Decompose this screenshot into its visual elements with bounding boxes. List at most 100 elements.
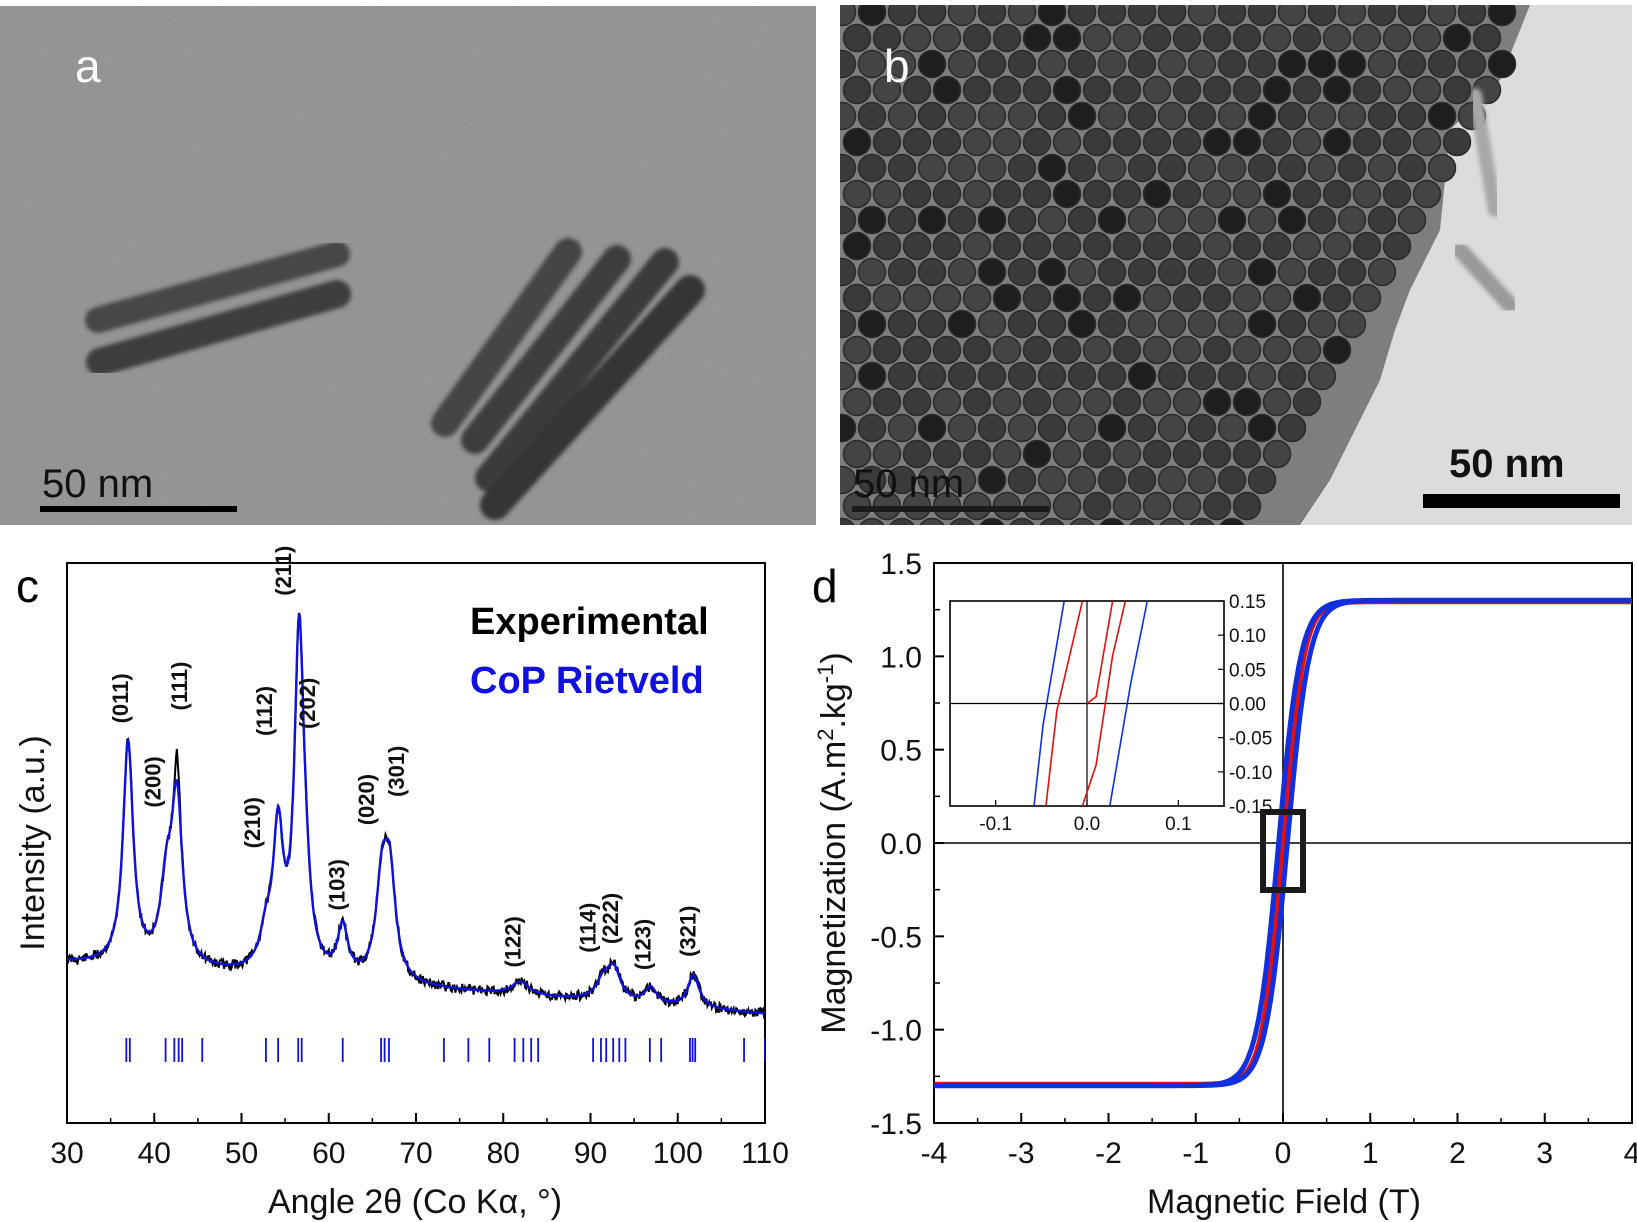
nanoparticle <box>840 465 857 495</box>
nanoparticle <box>977 361 1007 391</box>
nanoparticle <box>917 49 947 79</box>
peak-label: (103) <box>325 859 350 910</box>
peak-label: (321) <box>675 906 700 957</box>
stray-rod-2 <box>1468 88 1502 217</box>
nanoparticle <box>1277 205 1307 235</box>
nanoparticle <box>1307 205 1337 235</box>
nanoparticle <box>887 49 917 79</box>
inset-y-tick-label: -0.15 <box>1229 797 1272 818</box>
nanoparticle <box>1097 309 1127 339</box>
nanoparticle <box>962 127 992 157</box>
nanoparticle <box>842 439 872 469</box>
nanoparticle <box>1337 205 1367 235</box>
nanoparticle <box>1037 309 1067 339</box>
nanoparticle <box>1262 179 1292 209</box>
nanoparticle <box>1262 75 1292 105</box>
nanoparticle <box>1099 517 1125 525</box>
inset-loop-line <box>1086 601 1114 705</box>
nanoparticle <box>1232 75 1262 105</box>
nanoparticle <box>992 179 1022 209</box>
nanoparticle <box>1007 205 1037 235</box>
nanoparticle <box>1157 465 1187 495</box>
nanoparticle <box>1442 23 1472 53</box>
nanoparticle <box>840 205 857 235</box>
nanoparticle <box>857 361 887 391</box>
nanoparticle <box>1052 23 1082 53</box>
nanoparticle <box>1292 283 1322 313</box>
peak-label: (222) <box>598 893 623 944</box>
nanoparticle <box>1082 23 1112 53</box>
peak-label: (011) <box>108 673 133 723</box>
x-tick-label: 3 <box>1536 1137 1553 1170</box>
nanoparticle <box>1127 5 1157 27</box>
nanoparticle <box>872 23 902 53</box>
nanoparticle <box>887 257 917 287</box>
nanoparticle <box>1172 75 1202 105</box>
nanoparticle <box>1352 179 1382 209</box>
nanoparticle <box>1232 491 1262 521</box>
nanoparticle <box>979 517 1005 525</box>
nanoparticle-array <box>840 5 1517 525</box>
nanoparticle <box>1277 49 1307 79</box>
nanoparticle <box>1172 387 1202 417</box>
nanoparticle <box>1219 517 1245 525</box>
nanoparticle <box>1367 101 1397 131</box>
nanoparticle <box>1352 283 1382 313</box>
nanoparticle <box>992 23 1022 53</box>
nanoparticle <box>1067 153 1097 183</box>
inset-y-tick-label: -0.10 <box>1229 763 1272 784</box>
nanoparticle <box>872 75 902 105</box>
nanoparticle <box>1457 49 1487 79</box>
nanoparticle <box>1037 5 1067 27</box>
nanoparticle <box>1142 23 1172 53</box>
nanoparticle <box>1022 179 1052 209</box>
nanoparticle <box>1412 127 1442 157</box>
nanoparticle <box>887 101 917 131</box>
y-tick-label: 1.0 <box>880 641 922 674</box>
x-tick-label: 50 <box>225 1137 258 1170</box>
nanoparticle <box>947 101 977 131</box>
hysteresis-inset: -0.1 0.0 0.1 0.15 0.10 0.05 0.00 -0.05 -0.10 -0.1… <box>949 592 1272 835</box>
nanoparticle <box>1247 101 1277 131</box>
nanoparticle <box>947 205 977 235</box>
nanoparticle <box>1022 439 1052 469</box>
panel-a-scale-bar <box>40 506 237 512</box>
nanoparticle <box>842 23 872 53</box>
nanoparticle <box>1487 49 1517 79</box>
nanoparticle <box>1277 309 1307 339</box>
nanoparticle <box>1037 205 1067 235</box>
nanoparticle <box>1292 179 1322 209</box>
nanoparticle <box>1442 127 1472 157</box>
nanoparticle <box>919 517 945 525</box>
nanoparticle <box>1202 23 1232 53</box>
inset-x-tick-label: 0.1 <box>1165 814 1191 835</box>
hysteresis-y-axis-label: Magnetization (A.m2.kg-1) <box>813 652 853 1033</box>
nanoparticle <box>1172 491 1202 521</box>
nanoparticle <box>1262 231 1292 261</box>
nanoparticle <box>1052 335 1082 365</box>
nanoparticle <box>1367 5 1397 27</box>
nanoparticle <box>887 413 917 443</box>
nanoparticle <box>859 517 885 525</box>
nanoparticle <box>1082 387 1112 417</box>
nanoparticle <box>1172 231 1202 261</box>
nanoparticle <box>857 101 887 131</box>
nanoparticle <box>1082 231 1112 261</box>
nanoparticle <box>1202 491 1232 521</box>
nanoparticle <box>842 283 872 313</box>
nanoparticle <box>872 335 902 365</box>
xrd-reflection-ticks <box>125 1038 765 1062</box>
nanoparticle <box>857 309 887 339</box>
nanoparticle <box>857 153 887 183</box>
nanoparticle <box>1217 153 1247 183</box>
nanoparticle <box>1097 101 1127 131</box>
nanoparticle <box>1337 153 1367 183</box>
nanoparticle <box>1037 153 1067 183</box>
nanoparticle <box>947 49 977 79</box>
nanoparticle <box>932 283 962 313</box>
nanoparticle <box>1262 387 1292 417</box>
xrd-x-axis-label: Angle 2θ (Co Kα, °) <box>268 1183 562 1221</box>
nanoparticle <box>1022 387 1052 417</box>
nanoparticle <box>1382 127 1412 157</box>
